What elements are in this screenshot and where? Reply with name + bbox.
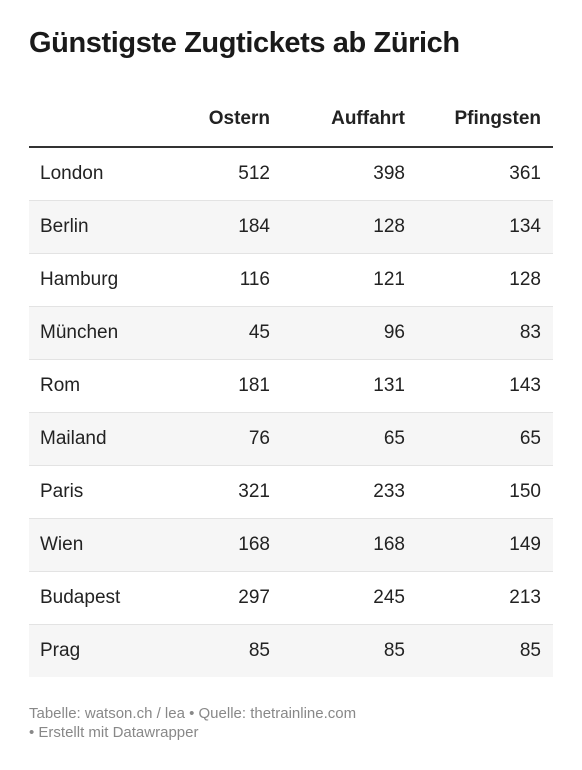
- table-cell-value: 96: [383, 322, 405, 343]
- row-city-label: London: [40, 163, 104, 184]
- table-row: Prag 85 85 85: [29, 625, 553, 677]
- table-cell-value: 116: [239, 269, 270, 290]
- table-cell-value: 184: [238, 216, 270, 237]
- table-row: München 45 96 83: [29, 307, 553, 360]
- table-cell-value: 83: [519, 322, 541, 343]
- row-city-label: Prag: [40, 640, 81, 661]
- table-cell-value: 85: [383, 640, 405, 661]
- table-cell-value: 181: [238, 375, 270, 396]
- table-row: Mailand 76 65 65: [29, 413, 553, 466]
- table-cell-value: 128: [509, 269, 541, 290]
- table-cell-value: 213: [509, 587, 541, 608]
- table-cell-value: 65: [383, 428, 405, 449]
- footer-tool: • Erstellt mit Datawrapper: [29, 724, 199, 741]
- row-city-label: Wien: [40, 534, 84, 555]
- row-city-label: Budapest: [40, 587, 121, 608]
- table-row: Hamburg 116 121 128: [29, 254, 553, 307]
- table-cell-value: 361: [509, 163, 541, 184]
- table-row: Budapest 297 245 213: [29, 572, 553, 625]
- table-cell-value: 85: [248, 640, 270, 661]
- table-cell-value: 233: [373, 481, 405, 502]
- table-cell-value: 134: [509, 216, 541, 237]
- table-row: Berlin 184 128 134: [29, 201, 553, 254]
- table-cell-value: 245: [373, 587, 405, 608]
- column-header-auffahrt: Auffahrt: [331, 108, 405, 129]
- row-city-label: München: [40, 322, 119, 343]
- table-row: Paris 321 233 150: [29, 466, 553, 519]
- chart-title: Günstigste Zugtickets ab Zürich: [29, 27, 460, 59]
- chart-footer: Tabelle: watson.ch / lea • Quelle: thetr…: [29, 704, 429, 742]
- column-header-pfingsten: Pfingsten: [454, 108, 541, 129]
- table-cell-value: 168: [238, 534, 270, 555]
- table-cell-value: 149: [509, 534, 541, 555]
- table-cell-value: 297: [238, 587, 270, 608]
- table-cell-value: 65: [519, 428, 541, 449]
- footer-credit: Tabelle: watson.ch / lea • Quelle: thetr…: [29, 705, 357, 722]
- table-cell-value: 121: [373, 269, 405, 290]
- table-cell-value: 45: [248, 322, 270, 343]
- table-row: Wien 168 168 149: [29, 519, 553, 572]
- table-cell-value: 85: [519, 640, 541, 661]
- table-cell-value: 131: [373, 375, 405, 396]
- row-city-label: Hamburg: [40, 269, 119, 290]
- table-cell-value: 512: [238, 163, 270, 184]
- table-cell-value: 150: [509, 481, 541, 502]
- row-city-label: Mailand: [40, 428, 107, 449]
- row-city-label: Berlin: [40, 216, 89, 237]
- table-row: London 512 398 361: [29, 148, 553, 201]
- table-cell-value: 143: [509, 375, 541, 396]
- table-cell-value: 398: [373, 163, 405, 184]
- table-body: London 512 398 361 Berlin 184 128 134 Hamburg 116…: [29, 148, 553, 677]
- column-header-ostern: Ostern: [208, 108, 270, 129]
- table-row: Rom 181 131 143: [29, 360, 553, 413]
- row-city-label: Paris: [40, 481, 84, 502]
- table-cell-value: 76: [248, 428, 270, 449]
- row-city-label: Rom: [40, 375, 81, 396]
- table-cell-value: 168: [373, 534, 405, 555]
- table-cell-value: 128: [373, 216, 405, 237]
- table-header: Ostern Auffahrt Pfingsten: [29, 96, 553, 148]
- table-cell-value: 321: [238, 481, 270, 502]
- data-table: Ostern Auffahrt Pfingsten London 512 398 36…: [29, 96, 553, 677]
